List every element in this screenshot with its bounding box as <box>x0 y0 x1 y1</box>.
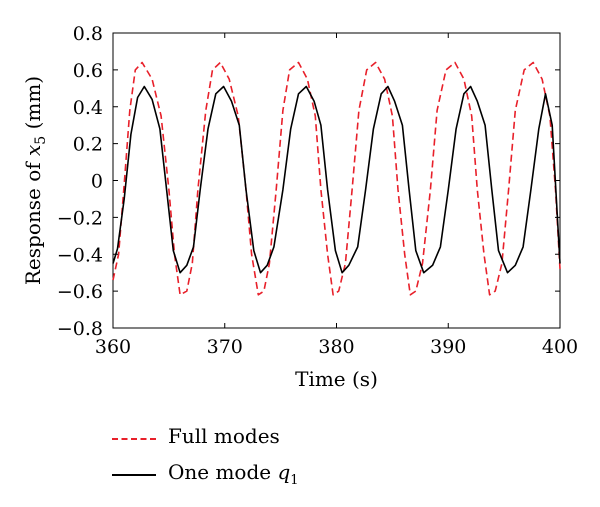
legend-label-one-mode-variable: q <box>277 460 291 484</box>
legend-label-one-mode-subscript: 1 <box>290 473 299 488</box>
y-axis-label-prefix: Response of <box>21 156 45 285</box>
series-line-one-mode <box>112 85 561 274</box>
legend-swatch-solid-black <box>112 474 156 476</box>
ticks-layer: 360 370 380 390 400 −0.8 −0.6 −0.4 −0.2 0 0.2 0.4 0.… <box>57 23 578 358</box>
plot-area-frame <box>112 32 561 329</box>
y-axis-label-suffix: (mm) <box>21 76 45 136</box>
y-tick-label: 0.4 <box>73 97 103 119</box>
legend-label-one-mode: One mode q1 <box>168 460 299 488</box>
y-tick-label: −0.6 <box>57 281 103 303</box>
x-tick-label: 400 <box>542 336 578 358</box>
x-axis-label: Time (s) <box>295 367 378 391</box>
x-tick-label: 360 <box>95 336 131 358</box>
legend-label-full-modes: Full modes <box>168 424 280 448</box>
x-tick-label: 370 <box>207 336 243 358</box>
y-axis-label-subscript: 5 <box>33 136 49 145</box>
y-tick-label: −0.2 <box>57 207 103 229</box>
y-axis-label: Response of x5 (mm) <box>21 76 49 285</box>
y-tick-label: −0.4 <box>57 244 103 266</box>
y-tick-label: 0.2 <box>73 134 103 156</box>
y-tick-label: −0.8 <box>57 318 103 340</box>
series-layer <box>112 61 561 296</box>
series-line-full-modes <box>112 61 561 296</box>
x-tick-label: 380 <box>318 336 354 358</box>
legend-swatch-dashed-red <box>112 438 156 440</box>
y-tick-label: 0 <box>91 171 103 193</box>
y-axis-label-variable: x <box>21 145 45 156</box>
y-tick-label: 0.6 <box>73 60 103 82</box>
x-tick-label: 390 <box>430 336 466 358</box>
y-tick-label: 0.8 <box>73 23 103 45</box>
legend-label-one-mode-prefix: One mode <box>168 460 278 484</box>
